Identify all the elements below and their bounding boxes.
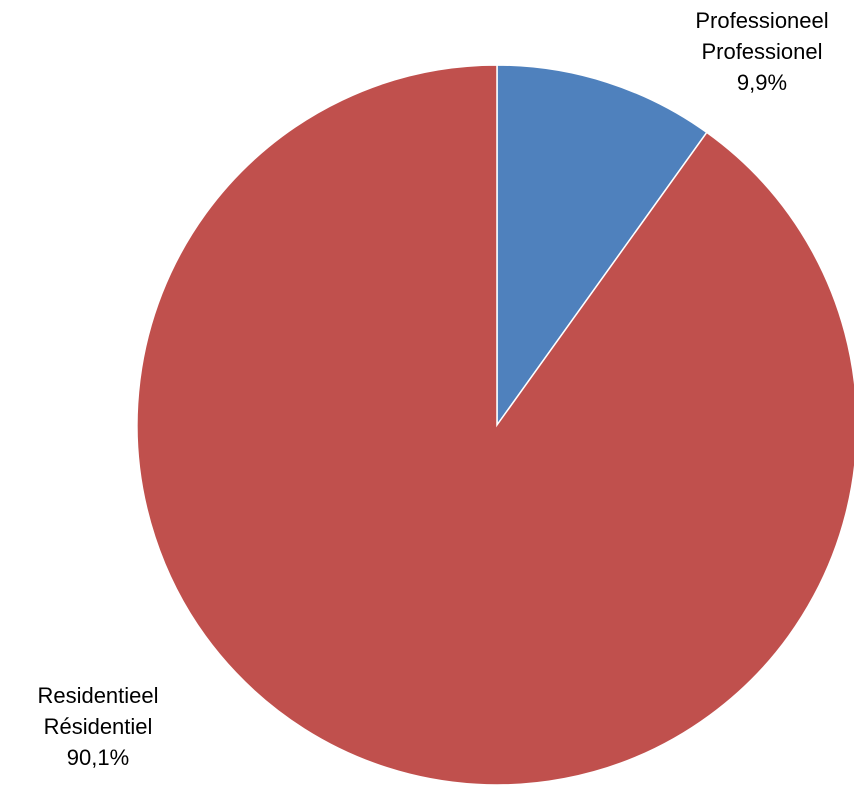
pie-slice-residential — [136, 64, 854, 786]
slice-label-residential-line2: Résidentiel — [43, 714, 153, 739]
slice-label-residential-value: 90,1% — [66, 745, 130, 770]
slice-label-professional-value: 9,9% — [736, 70, 788, 95]
slice-label-residential: Residentieel Résidentiel 90,1% — [0, 680, 196, 773]
pie-slice-professional — [496, 64, 708, 428]
slice-label-professional-line2: Professionel — [701, 39, 823, 64]
slice-label-professional: Professioneel Professionel 9,9% — [670, 5, 854, 98]
pie-slices — [136, 64, 854, 786]
slice-label-residential-line1: Residentieel — [37, 683, 159, 708]
slice-label-professional-line1: Professioneel — [695, 8, 829, 33]
